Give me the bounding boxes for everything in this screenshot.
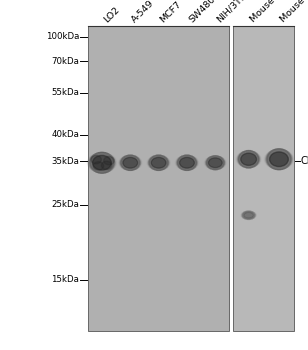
Ellipse shape — [151, 158, 166, 168]
Ellipse shape — [238, 150, 259, 168]
Ellipse shape — [267, 149, 291, 169]
Text: SW480: SW480 — [187, 0, 217, 25]
Ellipse shape — [91, 155, 101, 164]
Ellipse shape — [267, 149, 291, 170]
Ellipse shape — [238, 150, 259, 168]
Ellipse shape — [177, 155, 197, 170]
Ellipse shape — [176, 155, 198, 170]
Ellipse shape — [238, 151, 259, 168]
Ellipse shape — [121, 155, 140, 170]
Ellipse shape — [242, 211, 255, 219]
Ellipse shape — [206, 156, 225, 170]
Ellipse shape — [205, 156, 225, 169]
Ellipse shape — [90, 152, 114, 173]
Ellipse shape — [241, 153, 257, 166]
Ellipse shape — [178, 155, 196, 170]
Text: NIH/3T3: NIH/3T3 — [215, 0, 249, 25]
Text: CLTB: CLTB — [301, 156, 308, 166]
Ellipse shape — [205, 156, 225, 169]
Ellipse shape — [176, 155, 197, 170]
Ellipse shape — [237, 151, 260, 168]
Ellipse shape — [93, 162, 104, 170]
Ellipse shape — [266, 149, 292, 169]
Ellipse shape — [89, 153, 115, 173]
Ellipse shape — [209, 158, 222, 168]
Text: A-549: A-549 — [130, 0, 156, 25]
Ellipse shape — [148, 155, 169, 170]
Ellipse shape — [177, 155, 197, 170]
Ellipse shape — [177, 155, 197, 170]
Ellipse shape — [242, 211, 255, 219]
Ellipse shape — [90, 153, 114, 173]
Ellipse shape — [148, 155, 170, 170]
Ellipse shape — [89, 153, 115, 173]
Ellipse shape — [120, 155, 140, 170]
Text: 25kDa: 25kDa — [51, 200, 79, 209]
Text: 55kDa: 55kDa — [51, 88, 79, 97]
Ellipse shape — [270, 152, 288, 167]
Ellipse shape — [242, 211, 255, 219]
Ellipse shape — [267, 149, 291, 170]
Ellipse shape — [244, 212, 253, 218]
Text: 70kDa: 70kDa — [51, 57, 79, 66]
Ellipse shape — [206, 156, 225, 169]
Text: MCF7: MCF7 — [159, 0, 184, 25]
Ellipse shape — [242, 211, 255, 219]
Ellipse shape — [120, 155, 141, 170]
Text: Mouse kidney: Mouse kidney — [249, 0, 301, 25]
Bar — [88, 26, 229, 331]
Ellipse shape — [265, 149, 293, 169]
Ellipse shape — [90, 152, 114, 173]
Ellipse shape — [93, 155, 111, 170]
Ellipse shape — [123, 158, 138, 168]
Ellipse shape — [206, 156, 224, 170]
Text: Mouse lung: Mouse lung — [279, 0, 308, 25]
Ellipse shape — [237, 151, 260, 167]
Ellipse shape — [237, 151, 261, 167]
Ellipse shape — [88, 153, 116, 173]
Ellipse shape — [205, 156, 225, 169]
Ellipse shape — [266, 149, 292, 169]
Ellipse shape — [88, 153, 116, 173]
Ellipse shape — [149, 155, 168, 170]
Ellipse shape — [149, 155, 168, 170]
Text: LO2: LO2 — [102, 5, 121, 25]
Ellipse shape — [265, 149, 293, 169]
Text: 35kDa: 35kDa — [51, 156, 79, 166]
Ellipse shape — [89, 153, 115, 173]
Ellipse shape — [101, 161, 112, 169]
Ellipse shape — [149, 155, 168, 170]
Ellipse shape — [266, 149, 292, 169]
Text: 15kDa: 15kDa — [51, 275, 79, 285]
Ellipse shape — [242, 211, 255, 219]
Ellipse shape — [177, 155, 197, 170]
Ellipse shape — [237, 151, 260, 168]
Ellipse shape — [206, 156, 225, 169]
Ellipse shape — [119, 155, 141, 170]
Ellipse shape — [265, 149, 293, 169]
Ellipse shape — [148, 155, 169, 170]
Ellipse shape — [148, 155, 169, 170]
Ellipse shape — [176, 155, 198, 170]
Ellipse shape — [120, 155, 141, 170]
Ellipse shape — [120, 155, 140, 170]
Text: 40kDa: 40kDa — [51, 130, 79, 139]
Ellipse shape — [104, 156, 114, 165]
Ellipse shape — [149, 155, 168, 170]
Text: 100kDa: 100kDa — [46, 32, 79, 41]
Ellipse shape — [180, 158, 194, 168]
Ellipse shape — [238, 151, 260, 168]
Ellipse shape — [121, 155, 140, 170]
Bar — [233, 26, 294, 331]
Ellipse shape — [88, 153, 116, 173]
Ellipse shape — [207, 156, 224, 170]
Ellipse shape — [120, 155, 140, 170]
Ellipse shape — [239, 150, 258, 168]
